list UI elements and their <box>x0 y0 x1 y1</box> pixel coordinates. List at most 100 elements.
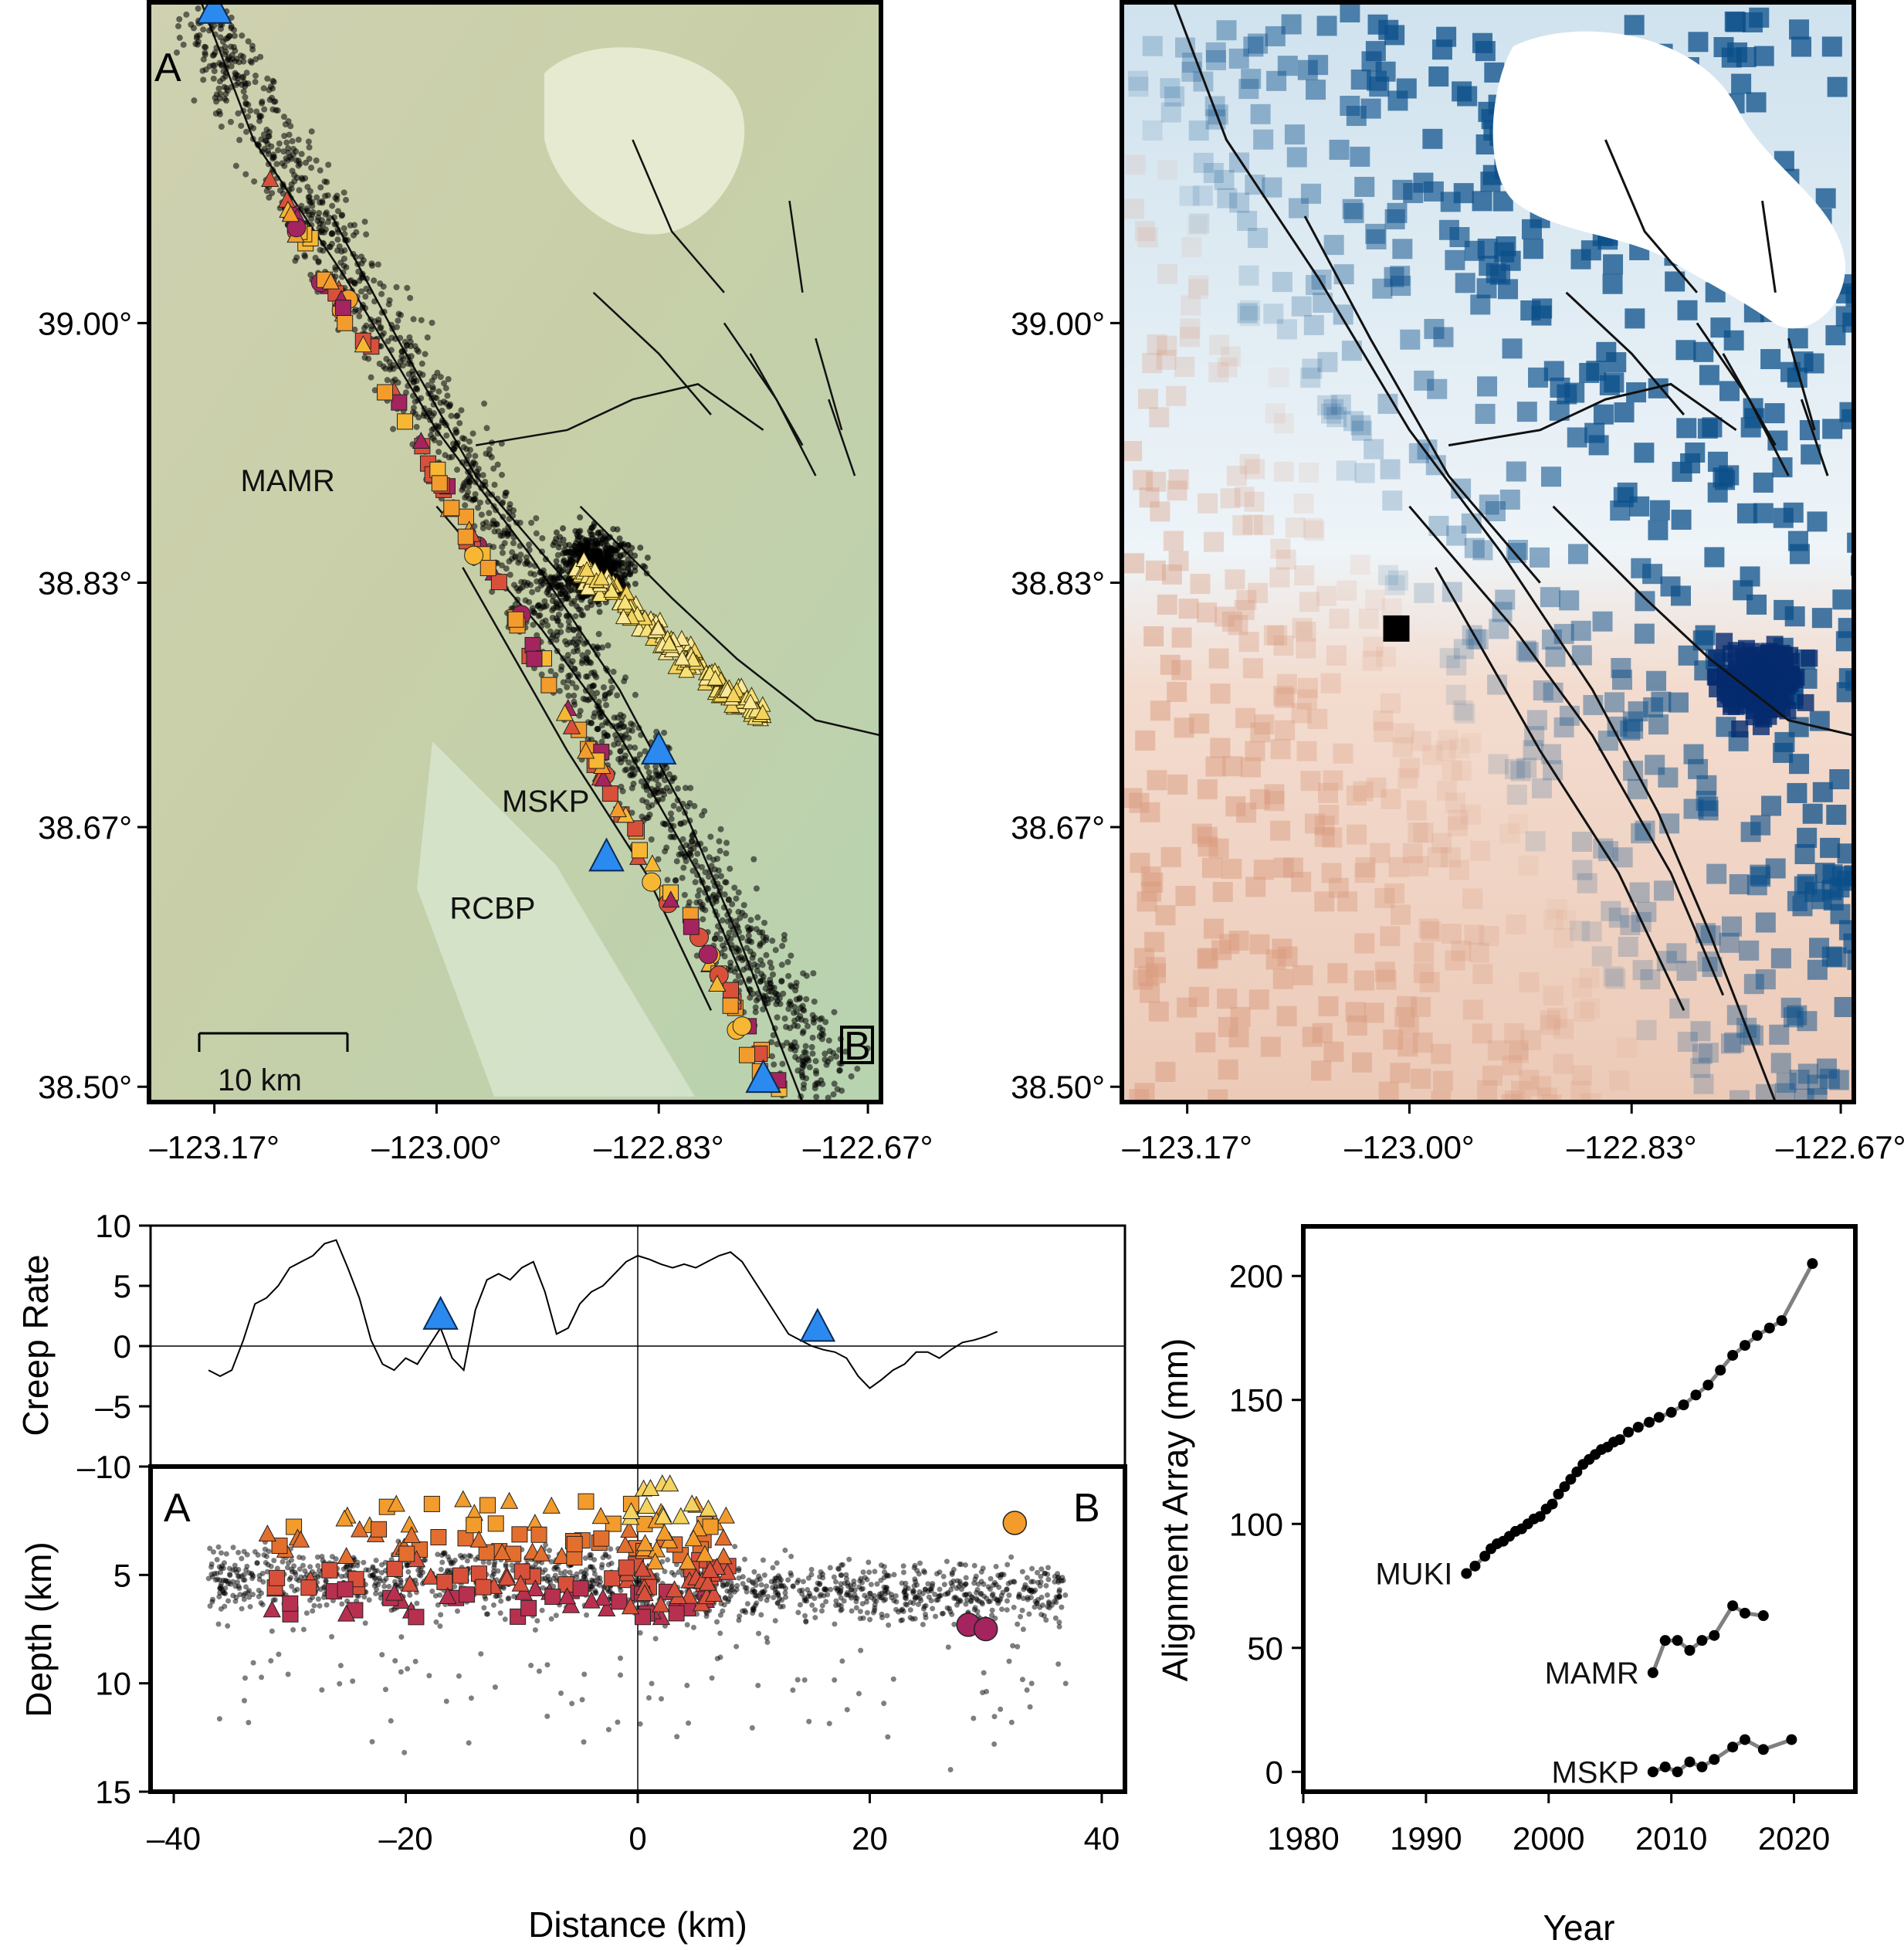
earthquake-dot <box>590 1583 596 1589</box>
earthquake-dot <box>631 756 638 763</box>
earthquake-dot <box>506 509 513 516</box>
earthquake-dot <box>351 279 357 286</box>
earthquake-dot <box>395 317 401 324</box>
earthquake-dot <box>555 544 562 551</box>
velocity-cell <box>1731 720 1749 738</box>
earthquake-dot <box>498 562 505 569</box>
earthquake-dot <box>971 1715 977 1721</box>
velocity-cell <box>1690 1021 1711 1042</box>
earthquake-dot <box>368 374 374 381</box>
earthquake-dot <box>264 75 271 82</box>
earthquake-dot <box>621 744 628 751</box>
earthquake-dot <box>412 1658 418 1664</box>
earthquake-dot <box>515 559 522 566</box>
earthquake-dot <box>663 844 670 851</box>
velocity-cell <box>1291 871 1312 892</box>
earthquake-dot <box>517 551 524 558</box>
earthquake-dot <box>527 570 534 577</box>
velocity-cell <box>1157 594 1177 615</box>
earthquake-dot <box>288 155 295 162</box>
earthquake-dot <box>243 1584 249 1590</box>
earthquake-dot <box>558 585 565 592</box>
velocity-cell <box>1406 800 1427 821</box>
earthquake-dot <box>322 192 329 199</box>
velocity-cell <box>1363 636 1384 657</box>
velocity-cell <box>1403 182 1424 203</box>
velocity-cell <box>1672 461 1692 482</box>
velocity-cell <box>1237 303 1258 324</box>
velocity-cell <box>1676 418 1697 439</box>
earthquake-dot <box>945 1591 951 1597</box>
velocity-cell <box>1163 531 1184 551</box>
velocity-cell <box>1479 494 1499 515</box>
velocity-cell <box>1123 198 1144 219</box>
earthquake-dot <box>592 538 599 544</box>
earthquake-dot <box>538 671 545 678</box>
earthquake-dot <box>616 535 623 542</box>
earthquake-dot <box>723 1582 730 1588</box>
earthquake-dot <box>285 1671 291 1677</box>
earthquake-dot <box>830 1050 837 1056</box>
velocity-cell <box>1699 1043 1719 1063</box>
earthquake-dot <box>329 1554 335 1560</box>
earthquake-dot <box>479 472 486 479</box>
earthquake-dot <box>608 684 615 691</box>
velocity-cell <box>1729 873 1750 894</box>
earthquake-dot <box>779 1060 786 1067</box>
earthquake-dot <box>788 1553 794 1559</box>
earthquake-dot <box>533 1561 539 1567</box>
velocity-cell <box>1267 625 1288 646</box>
earthquake-dot <box>249 135 256 142</box>
velocity-cell <box>1350 554 1370 575</box>
event-square <box>723 982 740 999</box>
earthquake-dot <box>737 978 744 985</box>
earthquake-dot <box>456 419 463 426</box>
velocity-cell <box>1556 909 1577 930</box>
velocity-cell <box>1504 1023 1525 1044</box>
earthquake-dot <box>838 1595 844 1601</box>
earthquake-dot <box>643 763 650 770</box>
earthquake-dot <box>575 626 582 633</box>
earthquake-dot <box>770 1565 776 1571</box>
velocity-cell <box>1540 1015 1561 1036</box>
velocity-cell <box>1228 615 1248 636</box>
velocity-cell <box>1296 638 1316 659</box>
velocity-cell <box>1617 482 1638 503</box>
velocity-cell <box>1351 420 1372 441</box>
earthquake-dot <box>750 856 757 863</box>
earthquake-dot <box>752 1004 759 1011</box>
earthquake-dot <box>853 1599 859 1605</box>
earthquake-dot <box>903 1601 909 1607</box>
earthquake-dot <box>458 407 465 414</box>
earthquake-dot <box>547 668 554 675</box>
velocity-cell <box>1567 427 1587 448</box>
earthquake-dot <box>706 873 713 880</box>
velocity-cell <box>1242 658 1263 679</box>
earthquake-dot <box>801 1049 808 1056</box>
velocity-cell <box>1391 276 1411 297</box>
earthquake-dot <box>902 1589 908 1595</box>
velocity-cell <box>1366 229 1387 249</box>
earthquake-dot <box>666 771 672 778</box>
earthquake-dot <box>733 965 740 972</box>
velocity-cell <box>1487 674 1508 695</box>
earthquake-dot <box>474 471 481 478</box>
event-triangle <box>555 704 574 721</box>
earthquake-dot <box>228 63 235 70</box>
earthquake-dot <box>553 563 560 570</box>
velocity-cell <box>1577 873 1597 894</box>
velocity-cell <box>1167 480 1187 501</box>
earthquake-dot <box>693 952 700 959</box>
earthquake-dot <box>622 575 628 582</box>
earthquake-dot <box>774 998 781 1005</box>
earthquake-dot <box>539 534 546 541</box>
earthquake-dot <box>801 1060 808 1067</box>
earthquake-dot <box>1038 1566 1045 1572</box>
earthquake-dot <box>639 797 646 804</box>
earthquake-dot <box>242 171 249 178</box>
earthquake-dot <box>578 612 585 619</box>
x-tick-label: –122.67° <box>1776 1129 1904 1165</box>
earthquake-dot <box>275 147 282 154</box>
velocity-cell <box>1807 511 1828 532</box>
earthquake-dot <box>857 1578 863 1584</box>
